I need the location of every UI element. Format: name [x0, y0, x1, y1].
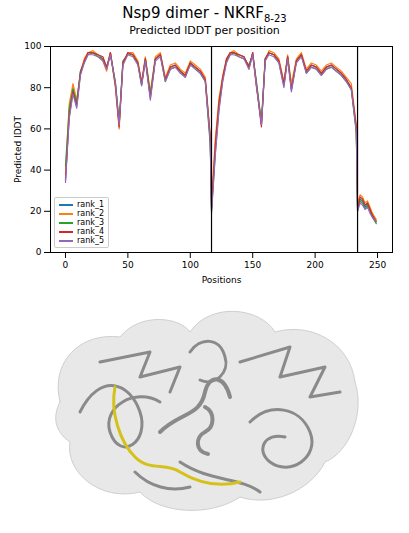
html-text:rank_1: rank_1 — [77, 200, 104, 209]
svg-text:Positions: Positions — [202, 275, 242, 285]
svg-text:100: 100 — [24, 41, 41, 51]
svg-text:50: 50 — [122, 260, 134, 270]
svg-text:0: 0 — [36, 247, 42, 257]
svg-text:40: 40 — [30, 165, 42, 175]
svg-text:Predicted lDDT: Predicted lDDT — [13, 116, 23, 183]
svg-text:100: 100 — [182, 260, 199, 270]
svg-text:0: 0 — [63, 260, 69, 270]
svg-text:200: 200 — [307, 260, 324, 270]
html-text:Predicted lDDT per position: Predicted lDDT per position — [129, 24, 280, 37]
svg-text:150: 150 — [244, 260, 261, 270]
svg-text:60: 60 — [30, 124, 42, 134]
html-text:rank_4: rank_4 — [77, 227, 104, 236]
svg-text:80: 80 — [30, 83, 42, 93]
svg-text:250: 250 — [369, 260, 386, 270]
html-text:rank_5: rank_5 — [77, 236, 104, 245]
svg-text:20: 20 — [30, 206, 42, 216]
html-text:Nsp9 dimer - NKRF8-23: Nsp9 dimer - NKRF8-23 — [122, 4, 287, 24]
html-text:rank_3: rank_3 — [77, 218, 104, 227]
html-text:rank_2: rank_2 — [77, 209, 104, 218]
